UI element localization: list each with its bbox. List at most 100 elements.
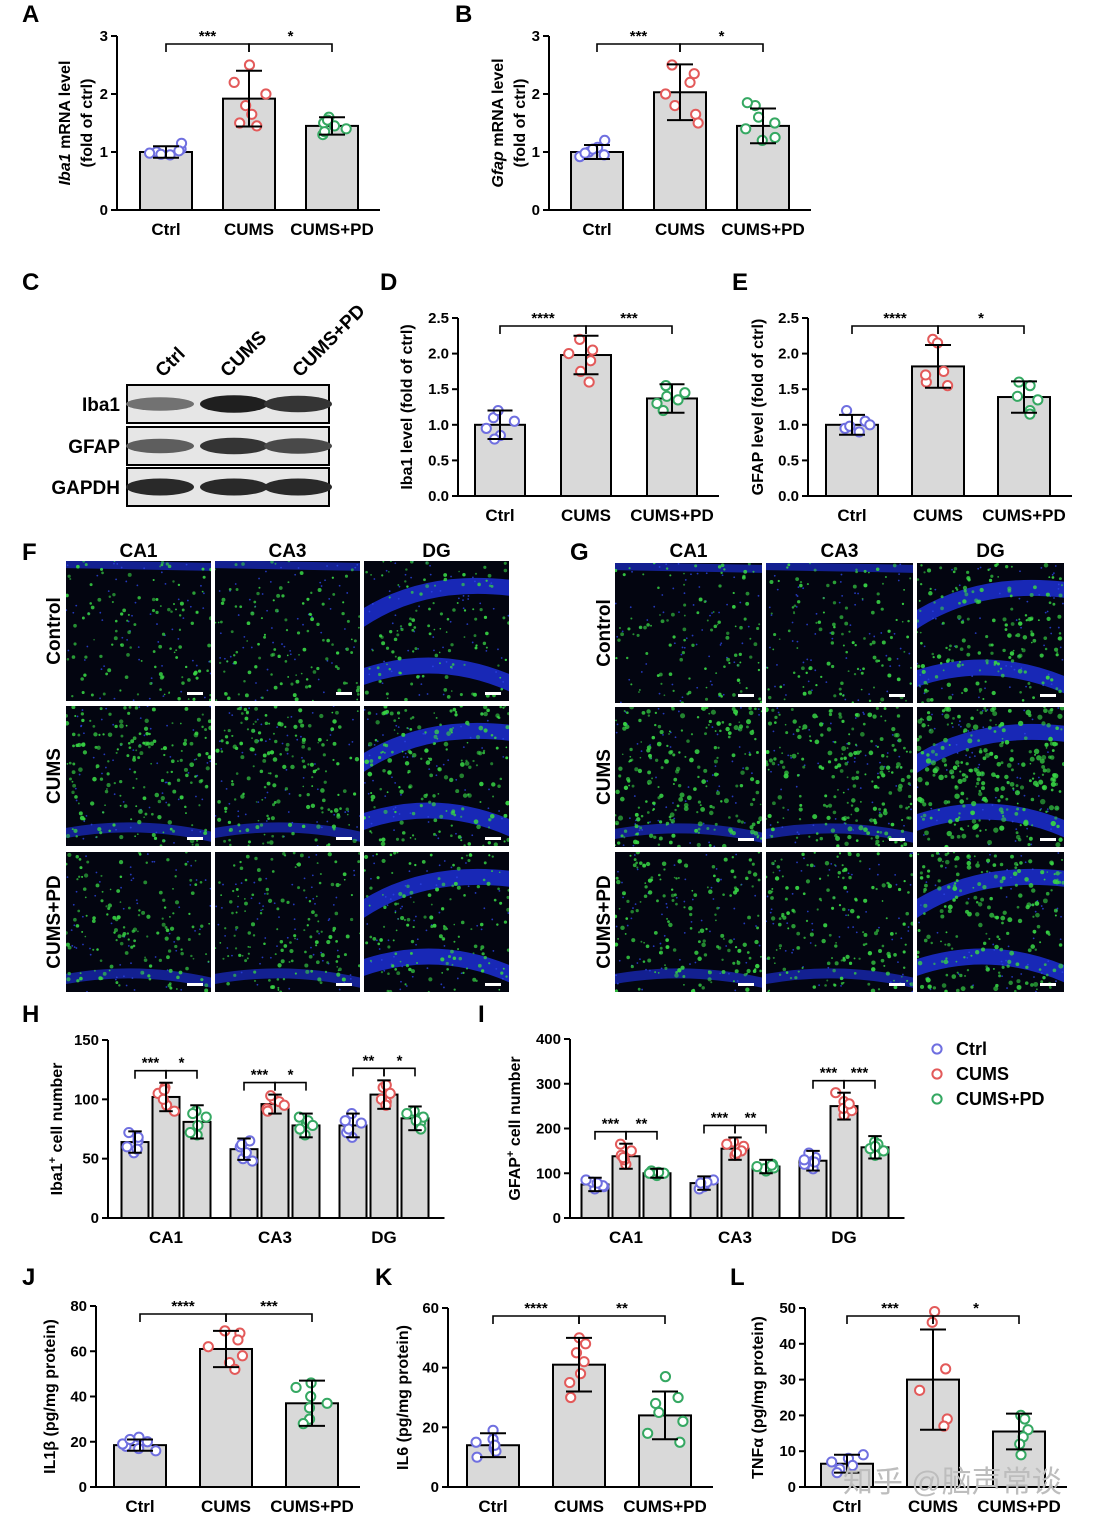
granule-cell-layer (917, 868, 1064, 918)
pyramidal-layer (215, 822, 360, 842)
scale-bar (889, 694, 905, 697)
data-point (305, 1390, 317, 1403)
significance-bracket (846, 1315, 934, 1324)
data-point (942, 380, 954, 392)
x-tick-label: CUMS+PD (977, 1497, 1061, 1516)
significance-label: ** (745, 1109, 757, 1126)
data-point (857, 1449, 869, 1461)
y-tick-label: 1.5 (428, 381, 449, 398)
data-point (574, 1368, 587, 1380)
significance-label: *** (260, 1298, 278, 1315)
micro-row-label: CUMS (594, 749, 615, 805)
x-tick-label: CUMS+PD (982, 506, 1066, 525)
y-tick-label: 300 (536, 1076, 561, 1093)
data-point (1024, 380, 1036, 392)
micrograph-content (917, 563, 1064, 703)
x-tick-label: CUMS+PD (270, 1497, 354, 1516)
data-point (587, 344, 599, 356)
data-point (489, 1439, 501, 1451)
y-axis-label: TNFα (pg/mg protein) (750, 1316, 767, 1479)
significance-label: * (288, 1067, 294, 1084)
data-point (200, 1111, 212, 1123)
data-point (752, 111, 765, 123)
data-point (672, 1391, 684, 1404)
x-tick-label: CUMS (201, 1497, 251, 1516)
data-point (278, 1099, 290, 1111)
y-tick-label: 400 (536, 1031, 561, 1048)
legend-marker (931, 1093, 943, 1105)
micrograph-tile (364, 561, 509, 701)
micrograph-tile (766, 563, 913, 703)
data-point (938, 365, 950, 377)
x-tick-label: CA1 (609, 1228, 643, 1247)
significance-bracket (596, 43, 681, 52)
data-point (240, 100, 252, 112)
blot-band (126, 397, 194, 411)
panel-letter: D (380, 269, 397, 296)
data-point (1032, 394, 1044, 406)
y-tick-label: 3 (100, 28, 108, 45)
significance-bracket (165, 43, 250, 52)
micrograph-content (615, 707, 762, 847)
x-tick-label: Ctrl (485, 506, 514, 525)
data-point (294, 1123, 306, 1135)
x-tick-label: CUMS (655, 220, 705, 239)
scale-bar (1040, 694, 1056, 697)
bar (291, 1124, 321, 1219)
significance-bracket (499, 325, 587, 334)
legend-label: CUMS (956, 1064, 1009, 1084)
significance-label: ** (363, 1052, 375, 1069)
y-axis-label: Iba1+ cell number (47, 1063, 66, 1196)
data-point (679, 387, 691, 399)
micrograph-content (215, 852, 360, 992)
x-tick-label: CA1 (149, 1228, 183, 1247)
y-tick-label: 0 (532, 202, 540, 219)
micro-row-label: Control (594, 599, 615, 667)
significance-bracket (625, 1130, 658, 1140)
y-axis-label-main: GFAP level (fold of ctrl) (750, 319, 767, 496)
micro-row-label: CUMS+PD (594, 875, 615, 968)
significance-bracket (932, 1315, 1020, 1324)
y-tick-label: 0 (79, 1479, 87, 1496)
y-tick-label: 1.0 (778, 417, 799, 434)
micro-row-label: CUMS+PD (44, 875, 65, 968)
micrograph-tile (615, 707, 762, 847)
y-tick-label: 20 (422, 1419, 439, 1436)
significance-label: *** (851, 1065, 869, 1082)
data-point (121, 1141, 133, 1153)
data-point (578, 1356, 590, 1368)
blot-band (126, 478, 194, 496)
y-tick-label: 3 (532, 28, 540, 45)
y-tick-label: 50 (779, 1300, 796, 1317)
data-point (410, 1115, 422, 1127)
y-tick-label: 60 (422, 1300, 439, 1317)
microscopy-panels: F CA1 CA3 DG Control CUMS CUMS+PD G CA1 CA3 DG Cont… (22, 539, 1064, 992)
micrograph-tile (364, 706, 509, 846)
micrograph-background (766, 563, 913, 703)
significance-bracket (843, 1079, 876, 1089)
blot-band-label: GFAP (68, 437, 120, 458)
y-tick-label: 0 (788, 1479, 796, 1496)
data-point (202, 1341, 214, 1353)
data-point (659, 1371, 672, 1383)
significance-label: *** (602, 1116, 620, 1133)
blot-band (126, 438, 194, 454)
data-point (751, 1160, 763, 1173)
y-axis-label-main: IL6 (pg/mg protein) (395, 1325, 412, 1470)
significance-bracket (165, 1069, 198, 1079)
y-tick-label: 1.5 (778, 381, 799, 398)
significance-bracket (937, 325, 1025, 334)
micrograph-tile (364, 852, 509, 992)
granule-cell-layer (364, 722, 509, 772)
data-point (173, 145, 185, 157)
scale-bar (738, 838, 754, 841)
y-tick-label: 0.5 (778, 452, 799, 469)
scale-bar (187, 837, 203, 840)
data-point (243, 59, 256, 71)
micro-column-label: CA1 (119, 541, 157, 562)
panel-letter: J (22, 1264, 35, 1291)
